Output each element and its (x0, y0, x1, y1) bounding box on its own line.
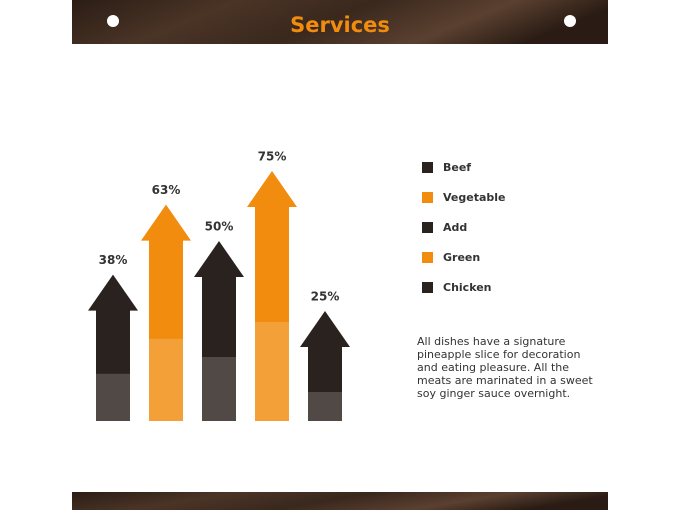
legend-label: Green (443, 251, 480, 264)
legend-swatch (422, 282, 433, 293)
value-label: 25% (311, 290, 340, 304)
arrow-lower (255, 322, 289, 421)
legend-label: Beef (443, 161, 471, 174)
arrow (141, 204, 191, 421)
legend-label: Chicken (443, 281, 492, 294)
legend-swatch (422, 192, 433, 203)
legend-swatch (422, 252, 433, 263)
value-label: 63% (152, 183, 181, 197)
arrow-lower (202, 357, 236, 421)
legend-swatch (422, 162, 433, 173)
arrow (300, 311, 350, 421)
pin (107, 15, 119, 27)
arrow-bar (141, 204, 191, 421)
value-label: 75% (258, 150, 287, 164)
pin (564, 15, 576, 27)
arrow-lower (149, 338, 183, 421)
arrow-bar (194, 241, 244, 421)
arrow-bar (247, 171, 297, 421)
arrow (247, 171, 297, 421)
title: Services (290, 13, 390, 37)
legend-label: Add (443, 221, 467, 234)
header-banner (72, 0, 608, 44)
arrow-lower (96, 373, 130, 421)
value-label: 38% (99, 253, 128, 267)
value-label: 50% (205, 220, 234, 234)
legend-label: Vegetable (443, 191, 506, 204)
footer-banner (72, 492, 608, 510)
arrow-bar (300, 311, 350, 421)
legend-swatch (422, 222, 433, 233)
note: All dishes have a signature pineapple sl… (417, 335, 593, 400)
arrow (194, 241, 244, 421)
arrow-lower (308, 392, 342, 421)
arrow (88, 274, 138, 421)
arrow-bar (88, 274, 138, 421)
